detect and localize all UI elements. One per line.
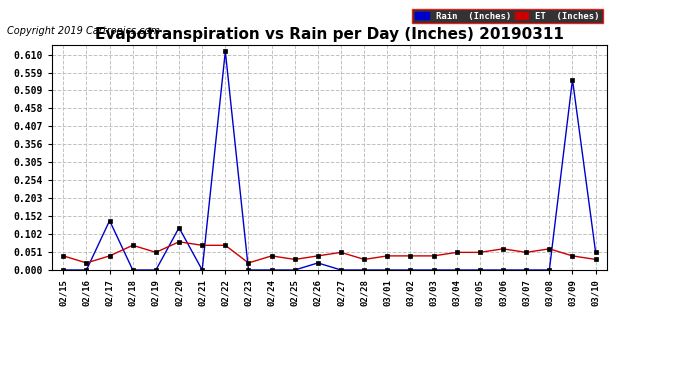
- Title: Evapotranspiration vs Rain per Day (Inches) 20190311: Evapotranspiration vs Rain per Day (Inch…: [95, 27, 564, 42]
- Legend: Rain  (Inches), ET  (Inches): Rain (Inches), ET (Inches): [413, 9, 602, 23]
- Text: Copyright 2019 Cartronics.com: Copyright 2019 Cartronics.com: [7, 26, 160, 36]
